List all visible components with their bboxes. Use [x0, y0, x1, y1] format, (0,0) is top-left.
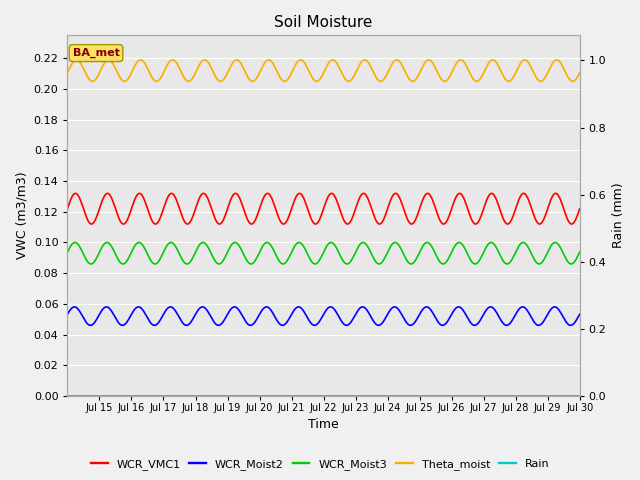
Y-axis label: VWC (m3/m3): VWC (m3/m3): [15, 172, 28, 259]
X-axis label: Time: Time: [308, 419, 339, 432]
Legend: WCR_VMC1, WCR_Moist2, WCR_Moist3, Theta_moist, Rain: WCR_VMC1, WCR_Moist2, WCR_Moist3, Theta_…: [86, 455, 554, 474]
Title: Soil Moisture: Soil Moisture: [275, 15, 372, 30]
Text: BA_met: BA_met: [72, 48, 120, 58]
Y-axis label: Rain (mm): Rain (mm): [612, 183, 625, 249]
